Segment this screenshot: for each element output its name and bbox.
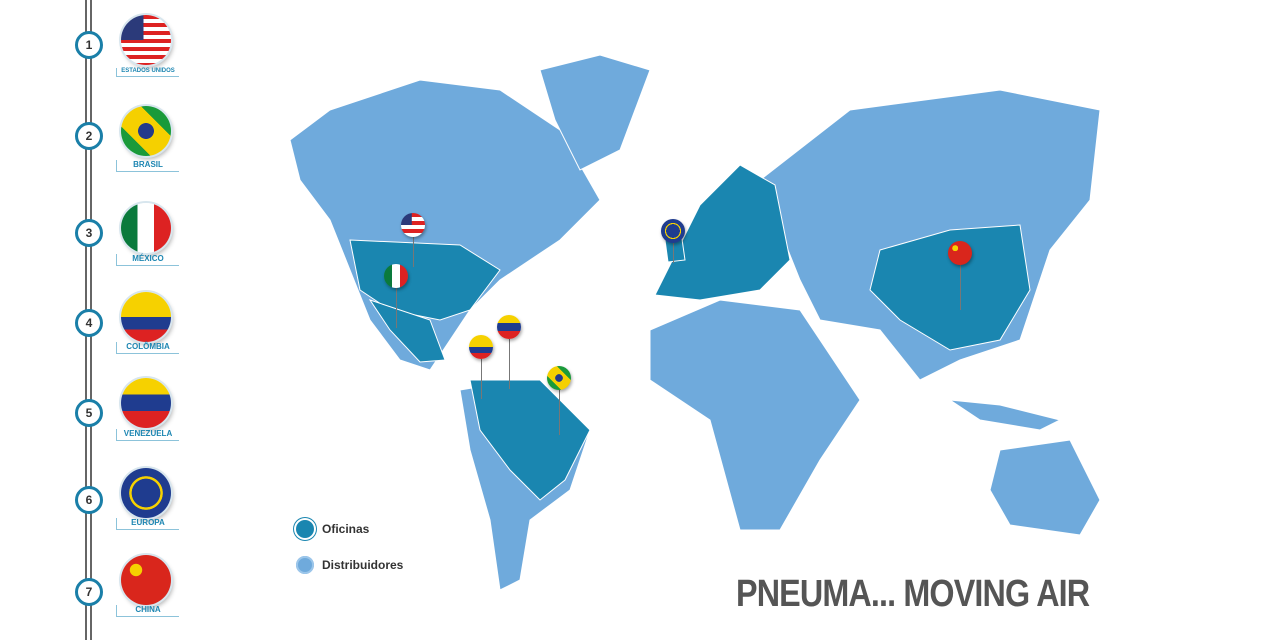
mexico-pin-icon — [384, 264, 408, 288]
colombia-flag-icon — [121, 292, 171, 342]
north-america — [289, 79, 601, 371]
country-label: EUROPA — [116, 518, 179, 530]
usa-office-region — [349, 239, 501, 321]
usa-pin-icon — [401, 213, 425, 237]
step-number: 2 — [75, 122, 103, 150]
eu-pin-icon — [661, 219, 685, 243]
legend-label: Oficinas — [322, 522, 370, 536]
china-pin-icon — [948, 241, 972, 265]
slogan: PNEUMA... MOVING AIR — [736, 573, 1090, 615]
step-number: 7 — [75, 578, 103, 606]
usa-flag-icon — [121, 15, 171, 65]
brazil-flag-icon — [121, 106, 171, 156]
australia — [989, 439, 1101, 536]
step-number: 5 — [75, 399, 103, 427]
offices-swatch-icon — [296, 520, 314, 538]
step-number: 6 — [75, 486, 103, 514]
legend-label: Distribuidores — [322, 558, 404, 572]
mexico-office-region — [368, 299, 446, 363]
brazil-pin-icon — [547, 366, 571, 390]
legend-offices: Oficinas — [296, 520, 369, 538]
mexico-flag-icon — [121, 203, 171, 253]
venezuela-flag-icon — [121, 378, 171, 428]
china-flag-icon — [121, 555, 171, 605]
africa — [649, 299, 861, 531]
country-label: BRASIL — [116, 160, 179, 172]
south-america-office-region — [469, 379, 591, 501]
country-label: MÉXICO — [116, 254, 179, 266]
country-label: CHINA — [116, 605, 179, 617]
legend-distributors: Distribuidores — [296, 556, 403, 574]
step-number: 4 — [75, 309, 103, 337]
country-label: VENEZUELA — [116, 429, 179, 441]
greenland — [539, 54, 651, 171]
indonesia — [949, 399, 1062, 431]
step-number: 1 — [75, 31, 103, 59]
venezuela-pin-icon — [497, 315, 521, 339]
distributors-swatch-icon — [296, 556, 314, 574]
eu-flag-icon — [121, 468, 171, 518]
china-office-region — [869, 224, 1031, 351]
country-label: COLÔMBIA — [116, 342, 179, 354]
country-label: ESTADOS UNIDOS — [116, 68, 179, 77]
step-number: 3 — [75, 219, 103, 247]
colombia-pin-icon — [469, 335, 493, 359]
europe-office-region — [654, 164, 791, 301]
